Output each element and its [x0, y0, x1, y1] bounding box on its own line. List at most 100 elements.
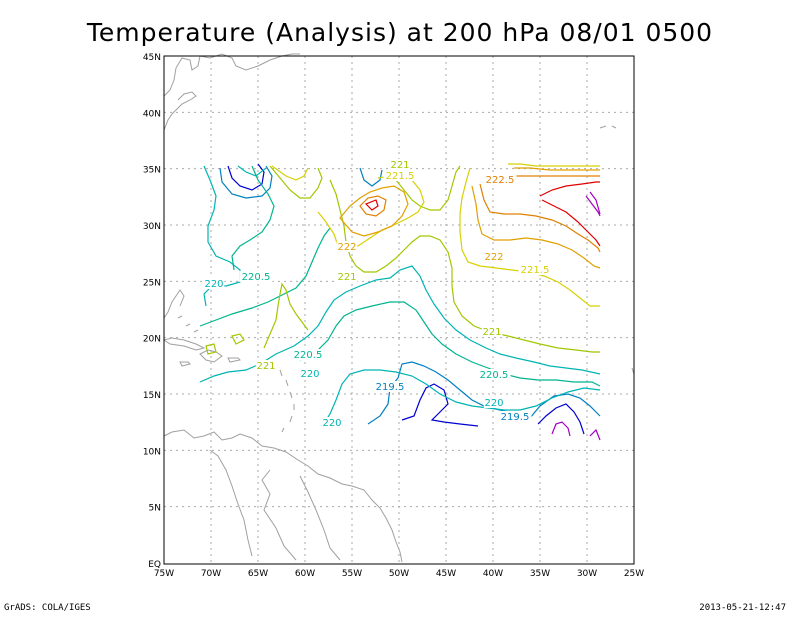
- latitude-axis-labels: 45N 40N 35N 30N 25N 20N 15N 10N 5N EQ: [143, 53, 161, 570]
- contour-221_5-a: [271, 165, 309, 181]
- contour-label-bg: [389, 159, 411, 170]
- lat-tick-label: 10N: [143, 447, 161, 457]
- contour-label: 220: [300, 369, 319, 380]
- footer-timestamp: 2013-05-21-12:47: [699, 603, 786, 613]
- coastline-river-a: [261, 469, 297, 561]
- contour-222-b: [471, 185, 601, 269]
- contour-label: 221: [337, 272, 356, 283]
- contour-222-c: [514, 167, 600, 171]
- lon-tick-label: 60W: [295, 569, 315, 579]
- contour-label: 220.5: [480, 370, 509, 381]
- contour-label-bg: [336, 241, 358, 252]
- lon-tick-label: 65W: [248, 569, 268, 579]
- contour-220_5-west: [231, 165, 275, 271]
- contour-label-bg: [498, 411, 532, 422]
- contour-223-b: [539, 181, 601, 247]
- contour-label-bg: [373, 381, 407, 392]
- coastline-cuba: [162, 337, 206, 351]
- contour-label-bg: [518, 264, 552, 275]
- contour-label: 219.5: [501, 412, 530, 423]
- contour-label: 220: [322, 418, 341, 429]
- lat-tick-label: 35N: [143, 166, 161, 176]
- contour-220-north: [237, 165, 267, 177]
- lat-tick-label: 25N: [143, 278, 161, 288]
- contour-label: 221: [390, 160, 409, 171]
- coastline-florida: [163, 289, 185, 319]
- lat-tick-label: EQ: [148, 560, 161, 570]
- lon-tick-label: 30W: [577, 569, 597, 579]
- contour-label-bg: [239, 271, 273, 282]
- contour-label: 222: [484, 252, 503, 263]
- lat-tick-label: 45N: [143, 53, 161, 63]
- contour-221-b: [263, 282, 309, 349]
- coastline-bahamas: [177, 315, 199, 333]
- contour-label-bg: [336, 271, 358, 282]
- footer-credit: GrADS: COLA/IGES: [4, 603, 91, 613]
- contour-219_5-d: [359, 167, 383, 187]
- contour-label-bg: [291, 349, 325, 360]
- lon-tick-label: 55W: [342, 569, 362, 579]
- lat-tick-label: 20N: [143, 335, 161, 345]
- contour-label: 222.5: [486, 175, 515, 186]
- contour-label-bg: [383, 170, 417, 181]
- lon-tick-label: 35W: [530, 569, 550, 579]
- contour-223-a: [364, 199, 379, 211]
- contour-221-a: [269, 165, 323, 199]
- longitude-axis-labels: 75W 70W 65W 60W 55W 50W 45W 40W 35W 30W 25W: [154, 569, 644, 579]
- contour-label: 222: [337, 242, 356, 253]
- coastline-south-america-inner: [209, 449, 253, 557]
- coastline-south-america: [163, 429, 403, 563]
- contour-219_5-c: [529, 393, 601, 419]
- contour-223-purple: [589, 191, 601, 215]
- coastline-east-coast: [163, 109, 177, 131]
- contour-label-bg: [477, 369, 511, 380]
- contour-220-mid: [199, 265, 601, 383]
- lon-tick-label: 70W: [201, 569, 221, 579]
- contour-221-d: [205, 333, 245, 355]
- contour-219-north: [227, 163, 265, 191]
- contour-220_5-lower: [299, 301, 601, 387]
- page-title: Temperature (Analysis) at 200 hPa 08/01 …: [86, 18, 714, 47]
- coastline-north-america: [163, 53, 300, 97]
- contour-222_5-a: [359, 195, 387, 217]
- contour-label: 221.5: [521, 265, 550, 276]
- contour-221-top: [391, 165, 461, 211]
- contour-label-bg: [321, 417, 343, 428]
- contour-223_5: [585, 195, 601, 217]
- contour-label: 219.5: [376, 382, 405, 393]
- coastline-lesser-antilles: [279, 369, 295, 433]
- contour-label-bg: [483, 397, 505, 408]
- contour-label-bg: [483, 251, 505, 262]
- contour-221-c: [329, 179, 600, 353]
- contour-label: 220.5: [242, 272, 271, 283]
- contour-label: 220: [484, 398, 503, 409]
- contour-label: 221: [256, 361, 275, 372]
- contour-219-east: [537, 403, 585, 435]
- contour-218-east: [551, 421, 601, 441]
- contour-222-a: [339, 185, 409, 237]
- coastline-jamaica: [179, 361, 191, 367]
- lat-tick-label: 5N: [149, 504, 161, 514]
- lon-tick-label: 25W: [624, 569, 644, 579]
- lat-tick-label: 30N: [143, 222, 161, 232]
- contour-label: 221.5: [386, 171, 415, 182]
- lon-tick-label: 75W: [154, 569, 174, 579]
- lat-tick-label: 40N: [143, 109, 161, 119]
- graticule: [164, 56, 634, 564]
- coastline-river-b: [299, 475, 341, 561]
- coastline-nova-scotia: [175, 91, 197, 111]
- contour-label-bg: [299, 368, 321, 379]
- coastline-azores: [599, 125, 617, 129]
- coastline-puerto-rico: [227, 357, 242, 363]
- contour-220-south: [321, 369, 601, 427]
- contour-label-bg: [203, 278, 225, 289]
- contour-221_5-c: [508, 163, 600, 167]
- lon-tick-label: 40W: [483, 569, 503, 579]
- lon-tick-label: 45W: [436, 569, 456, 579]
- contour-222_5-b: [479, 183, 601, 253]
- contour-label-bg: [483, 174, 517, 185]
- coastline-hispaniola: [199, 349, 223, 363]
- contour-220_5-long: [199, 227, 331, 327]
